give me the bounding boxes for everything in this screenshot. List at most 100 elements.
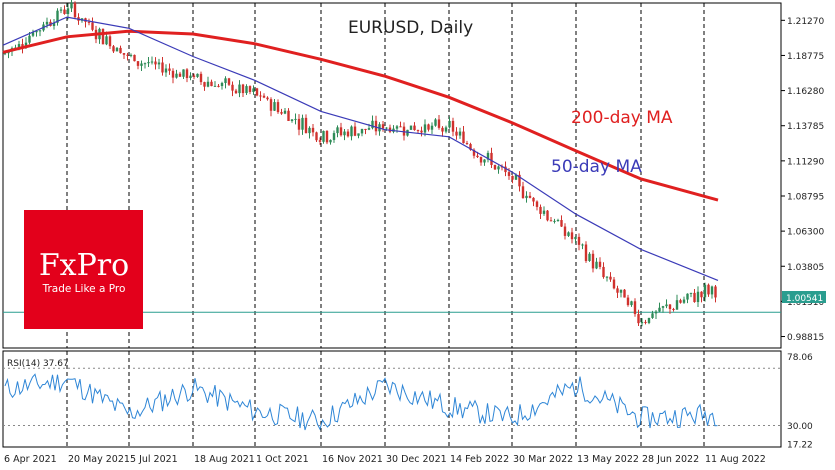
candle-body <box>45 21 49 25</box>
candle-body <box>521 186 525 199</box>
candle-body <box>514 174 518 180</box>
fxpro-logo-name: FxPro <box>39 248 129 283</box>
candle-body <box>336 127 339 134</box>
candle-body <box>563 226 567 236</box>
ma200-label: 200-day MA <box>571 108 673 128</box>
x-tick-label: 13 May 2022 <box>577 454 639 465</box>
candle-body <box>21 44 24 48</box>
candle-body <box>532 197 535 202</box>
candle-body <box>105 36 108 45</box>
candle-body <box>360 128 364 134</box>
candle-body <box>679 300 682 303</box>
candle-body <box>472 149 476 156</box>
y-tick-label: 1.18775 <box>787 52 824 62</box>
candle-body <box>283 110 287 114</box>
x-tick-label: 6 Apr 2021 <box>4 454 57 465</box>
candle-body <box>301 117 304 130</box>
x-tick-label: 11 Aug 2022 <box>705 454 766 465</box>
candle-body <box>266 97 269 100</box>
x-tick-label: 1 Oct 2021 <box>256 454 309 465</box>
candle-body <box>458 131 462 136</box>
rsi-y-ticks: 78.06 30.00 17.22 <box>787 353 813 450</box>
candle-body <box>612 279 616 289</box>
candle-body <box>633 301 637 315</box>
candle-body <box>665 304 668 307</box>
candle-body <box>651 313 654 318</box>
candle-body <box>199 73 203 83</box>
candle-body <box>483 159 486 163</box>
candle-body <box>553 220 556 222</box>
candle-body <box>203 82 206 87</box>
candle-body <box>126 54 129 56</box>
candle-body <box>140 63 143 66</box>
x-tick-label: 20 May 2021 <box>68 454 130 465</box>
candle-body <box>325 130 329 143</box>
candle-body <box>707 284 710 295</box>
candle-body <box>437 119 441 128</box>
candle-body <box>332 133 336 140</box>
candle-body <box>353 126 357 136</box>
candle-body <box>623 289 626 298</box>
candle-body <box>661 306 665 308</box>
candle-body <box>357 133 360 136</box>
candle-body <box>147 62 150 64</box>
ma200-line <box>2 29 719 202</box>
candle-body <box>374 120 378 132</box>
candle-body <box>696 291 700 303</box>
candle-body <box>689 292 693 294</box>
candle-body <box>119 47 122 54</box>
vertical-gridlines <box>66 3 705 447</box>
candle-body <box>63 9 66 14</box>
candle-body <box>637 314 640 324</box>
candle-body <box>206 81 210 87</box>
candle-body <box>497 166 500 170</box>
rsi-panel-frame <box>2 350 782 448</box>
candle-body <box>672 308 675 310</box>
candle-body <box>448 120 451 128</box>
candle-body <box>227 78 231 85</box>
candle-body <box>581 244 584 246</box>
candle-body <box>161 62 164 73</box>
candle-body <box>507 172 511 176</box>
candle-body <box>157 62 161 65</box>
candle-body <box>511 175 514 180</box>
fxpro-logo-box <box>24 210 143 329</box>
y-tick-label: 1.13785 <box>787 122 824 132</box>
candle-body <box>549 220 553 222</box>
candle-body <box>59 9 63 11</box>
candle-body <box>528 195 532 198</box>
candle-body <box>150 61 154 63</box>
candle-body <box>479 157 483 163</box>
rsi-y-tick-label: 17.22 <box>787 440 813 450</box>
candle-body <box>493 164 497 170</box>
candle-body <box>595 261 598 269</box>
candle-body <box>273 102 276 111</box>
candle-body <box>189 75 192 79</box>
ma50-label: 50-day MA <box>551 157 642 177</box>
candle-body <box>455 131 458 136</box>
candle-body <box>584 244 588 261</box>
candle-body <box>626 297 630 306</box>
candle-body <box>143 63 147 65</box>
y-tick-label: 1.11290 <box>787 157 824 167</box>
candle-body <box>556 220 560 222</box>
candle-body <box>427 124 430 130</box>
candle-body <box>241 84 245 94</box>
x-tick-label: 5 Jul 2021 <box>130 454 178 465</box>
candle-body <box>168 68 171 71</box>
x-tick-label: 28 Jun 2022 <box>642 454 699 465</box>
y-tick-label: 0.98815 <box>787 333 824 343</box>
candle-body <box>91 22 94 30</box>
candle-body <box>402 126 406 136</box>
y-tick-label: 1.16280 <box>787 87 824 97</box>
candle-body <box>542 210 546 214</box>
chart-title: EURUSD, Daily <box>348 18 473 38</box>
candle-body <box>343 131 346 136</box>
current-price-label: 1.00541 <box>786 294 823 304</box>
candle-body <box>588 253 591 261</box>
candle-body <box>385 127 388 129</box>
candle-body <box>413 125 416 131</box>
candle-body <box>591 253 595 269</box>
candle-body <box>115 47 119 52</box>
